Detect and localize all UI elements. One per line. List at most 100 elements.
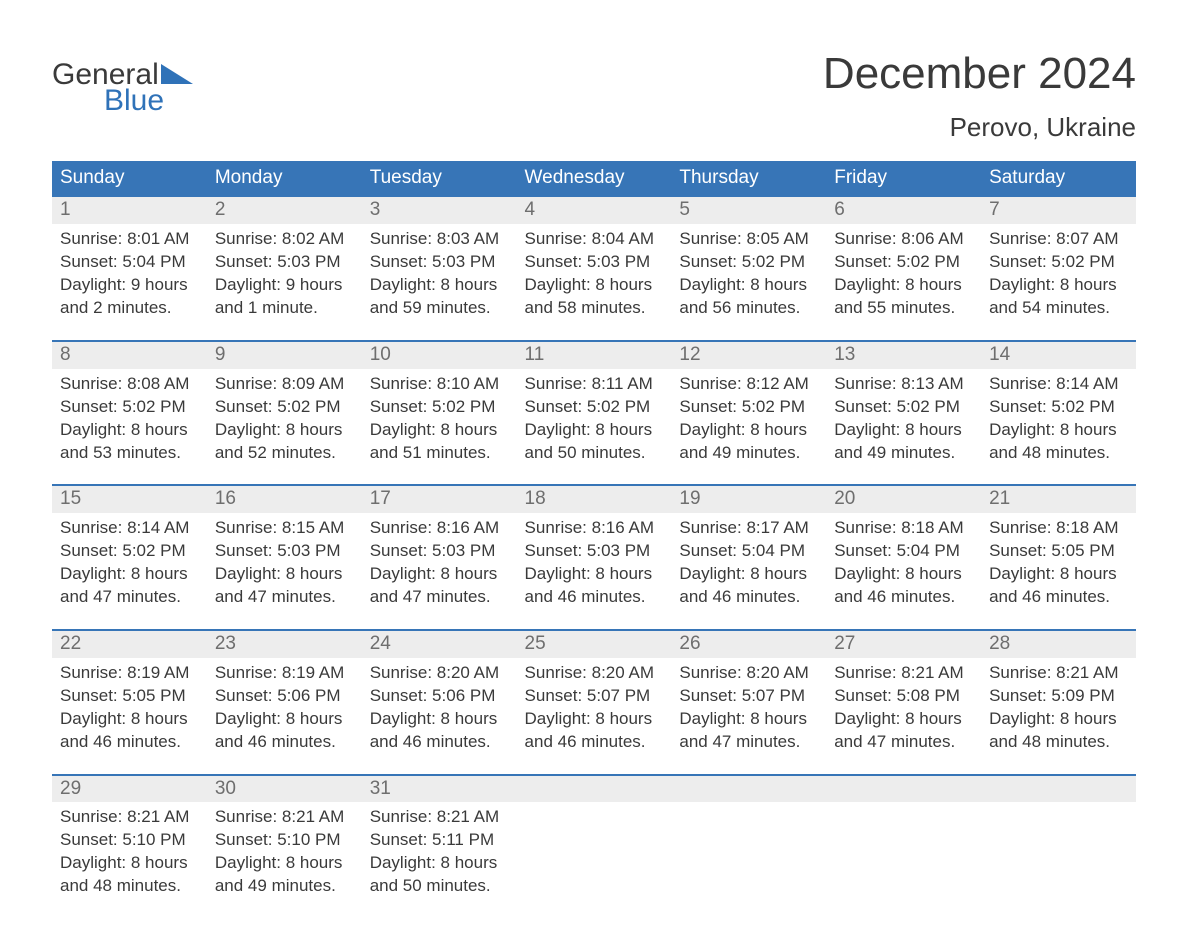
day-number: 28 [981, 631, 1136, 658]
day-d1: Daylight: 8 hours [989, 274, 1128, 297]
day-number: 13 [826, 342, 981, 369]
day-data: Sunrise: 8:21 AMSunset: 5:10 PMDaylight:… [207, 802, 354, 898]
day-sunset: Sunset: 5:02 PM [679, 396, 818, 419]
day-number: 26 [671, 631, 826, 658]
day-sunrise: Sunrise: 8:08 AM [60, 373, 199, 396]
day-data-cell [517, 802, 672, 918]
day-sunrise: Sunrise: 8:20 AM [525, 662, 664, 685]
day-number-cell: 20 [826, 485, 981, 513]
day-data: Sunrise: 8:03 AMSunset: 5:03 PMDaylight:… [362, 224, 509, 320]
day-d1: Daylight: 8 hours [834, 563, 973, 586]
day-sunrise: Sunrise: 8:06 AM [834, 228, 973, 251]
day-d1: Daylight: 8 hours [989, 563, 1128, 586]
day-data: Sunrise: 8:06 AMSunset: 5:02 PMDaylight:… [826, 224, 973, 320]
week-data-row: Sunrise: 8:19 AMSunset: 5:05 PMDaylight:… [52, 658, 1136, 775]
day-sunset: Sunset: 5:02 PM [215, 396, 354, 419]
day-number-cell [671, 775, 826, 803]
day-number-cell: 22 [52, 630, 207, 658]
day-data-cell [671, 802, 826, 918]
day-data: Sunrise: 8:14 AMSunset: 5:02 PMDaylight:… [981, 369, 1128, 465]
day-d2: and 46 minutes. [834, 586, 973, 609]
day-sunset: Sunset: 5:02 PM [60, 540, 199, 563]
day-number-cell: 27 [826, 630, 981, 658]
day-sunset: Sunset: 5:04 PM [834, 540, 973, 563]
day-number: 8 [52, 342, 207, 369]
day-d2: and 2 minutes. [60, 297, 199, 320]
day-number-cell [517, 775, 672, 803]
day-data: Sunrise: 8:07 AMSunset: 5:02 PMDaylight:… [981, 224, 1128, 320]
day-d2: and 47 minutes. [834, 731, 973, 754]
day-number-cell: 7 [981, 196, 1136, 224]
day-data: Sunrise: 8:15 AMSunset: 5:03 PMDaylight:… [207, 513, 354, 609]
day-data-cell: Sunrise: 8:10 AMSunset: 5:02 PMDaylight:… [362, 369, 517, 486]
day-d1: Daylight: 8 hours [679, 563, 818, 586]
week-data-row: Sunrise: 8:21 AMSunset: 5:10 PMDaylight:… [52, 802, 1136, 918]
day-data-cell: Sunrise: 8:14 AMSunset: 5:02 PMDaylight:… [981, 369, 1136, 486]
day-number-cell: 16 [207, 485, 362, 513]
title-block: December 2024 Perovo, Ukraine [823, 50, 1136, 143]
day-sunrise: Sunrise: 8:21 AM [60, 806, 199, 829]
day-data-cell: Sunrise: 8:13 AMSunset: 5:02 PMDaylight:… [826, 369, 981, 486]
day-d1: Daylight: 8 hours [60, 419, 199, 442]
day-number-cell: 15 [52, 485, 207, 513]
day-number: 18 [517, 486, 672, 513]
day-sunrise: Sunrise: 8:12 AM [679, 373, 818, 396]
day-sunrise: Sunrise: 8:18 AM [834, 517, 973, 540]
day-d1: Daylight: 8 hours [989, 708, 1128, 731]
day-number-cell: 1 [52, 196, 207, 224]
logo: General Blue [52, 60, 193, 116]
day-sunrise: Sunrise: 8:15 AM [215, 517, 354, 540]
day-sunset: Sunset: 5:02 PM [989, 251, 1128, 274]
day-d1: Daylight: 8 hours [215, 419, 354, 442]
day-data-cell: Sunrise: 8:18 AMSunset: 5:05 PMDaylight:… [981, 513, 1136, 630]
day-sunset: Sunset: 5:08 PM [834, 685, 973, 708]
day-d1: Daylight: 9 hours [60, 274, 199, 297]
day-data-cell: Sunrise: 8:06 AMSunset: 5:02 PMDaylight:… [826, 224, 981, 341]
day-data-cell: Sunrise: 8:20 AMSunset: 5:06 PMDaylight:… [362, 658, 517, 775]
day-sunrise: Sunrise: 8:01 AM [60, 228, 199, 251]
day-number-cell: 25 [517, 630, 672, 658]
weekday-header: Thursday [671, 161, 826, 196]
day-number-cell: 3 [362, 196, 517, 224]
weekday-header: Sunday [52, 161, 207, 196]
day-d1: Daylight: 8 hours [60, 563, 199, 586]
day-data: Sunrise: 8:10 AMSunset: 5:02 PMDaylight:… [362, 369, 509, 465]
day-number-cell: 28 [981, 630, 1136, 658]
day-sunset: Sunset: 5:05 PM [989, 540, 1128, 563]
day-sunset: Sunset: 5:02 PM [834, 396, 973, 419]
weekday-header: Tuesday [362, 161, 517, 196]
day-number-cell: 31 [362, 775, 517, 803]
day-d1: Daylight: 8 hours [60, 852, 199, 875]
day-data: Sunrise: 8:09 AMSunset: 5:02 PMDaylight:… [207, 369, 354, 465]
day-number: 30 [207, 776, 362, 803]
day-data-cell: Sunrise: 8:20 AMSunset: 5:07 PMDaylight:… [671, 658, 826, 775]
day-sunrise: Sunrise: 8:05 AM [679, 228, 818, 251]
day-number: 29 [52, 776, 207, 803]
day-d2: and 56 minutes. [679, 297, 818, 320]
day-sunset: Sunset: 5:06 PM [215, 685, 354, 708]
day-d2: and 46 minutes. [370, 731, 509, 754]
day-d2: and 48 minutes. [60, 875, 199, 898]
day-data: Sunrise: 8:01 AMSunset: 5:04 PMDaylight:… [52, 224, 199, 320]
day-data-cell: Sunrise: 8:14 AMSunset: 5:02 PMDaylight:… [52, 513, 207, 630]
day-d1: Daylight: 8 hours [989, 419, 1128, 442]
day-data: Sunrise: 8:20 AMSunset: 5:06 PMDaylight:… [362, 658, 509, 754]
day-number-cell: 4 [517, 196, 672, 224]
weekday-header: Friday [826, 161, 981, 196]
day-sunset: Sunset: 5:02 PM [60, 396, 199, 419]
day-d1: Daylight: 8 hours [370, 852, 509, 875]
weekday-header: Saturday [981, 161, 1136, 196]
day-data-cell: Sunrise: 8:20 AMSunset: 5:07 PMDaylight:… [517, 658, 672, 775]
week-daynum-row: 293031 [52, 775, 1136, 803]
day-data-cell: Sunrise: 8:04 AMSunset: 5:03 PMDaylight:… [517, 224, 672, 341]
day-d2: and 47 minutes. [215, 586, 354, 609]
day-sunset: Sunset: 5:04 PM [60, 251, 199, 274]
day-sunset: Sunset: 5:03 PM [215, 540, 354, 563]
day-d2: and 47 minutes. [679, 731, 818, 754]
day-data-cell: Sunrise: 8:21 AMSunset: 5:08 PMDaylight:… [826, 658, 981, 775]
day-sunrise: Sunrise: 8:14 AM [60, 517, 199, 540]
day-d2: and 50 minutes. [370, 875, 509, 898]
logo-triangle-icon [161, 60, 193, 90]
day-sunrise: Sunrise: 8:21 AM [989, 662, 1128, 685]
day-sunset: Sunset: 5:06 PM [370, 685, 509, 708]
